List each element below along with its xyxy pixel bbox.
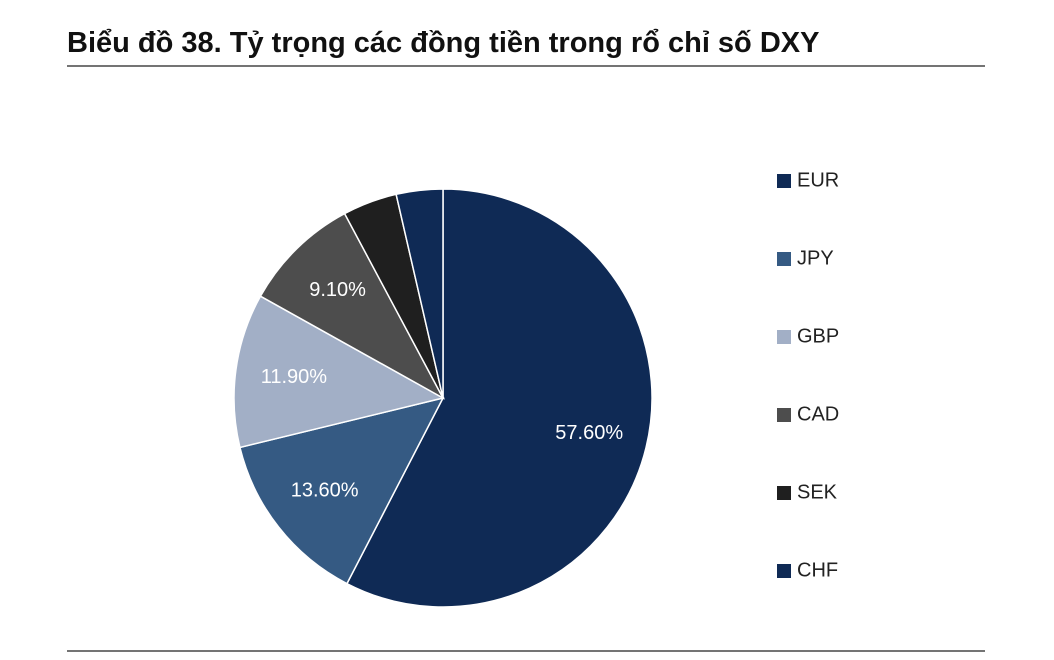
legend-label: CHF [797,559,838,581]
legend-swatch [777,564,791,578]
legend-swatch [777,252,791,266]
legend-swatch [777,174,791,188]
legend-swatch [777,486,791,500]
chart-title: Biểu đồ 38. Tỷ trọng các đồng tiền trong… [67,27,819,59]
data-label: 9.10% [309,279,366,301]
legend-swatch [777,408,791,422]
data-label: 11.90% [261,366,328,388]
legend-label: JPY [797,247,834,269]
data-label: 57.60% [555,422,623,444]
pie-slice [239,396,445,585]
legend-label: SEK [797,481,838,503]
legend-label: CAD [797,403,839,425]
legend-swatch [777,330,791,344]
pie-slice [395,188,444,399]
pie-slice [345,188,653,608]
legend-label: GBP [797,325,839,347]
data-label: 13.60% [291,479,359,501]
pie-slice [233,295,446,449]
pie-slice [259,212,445,400]
legend-label: EUR [797,169,839,191]
